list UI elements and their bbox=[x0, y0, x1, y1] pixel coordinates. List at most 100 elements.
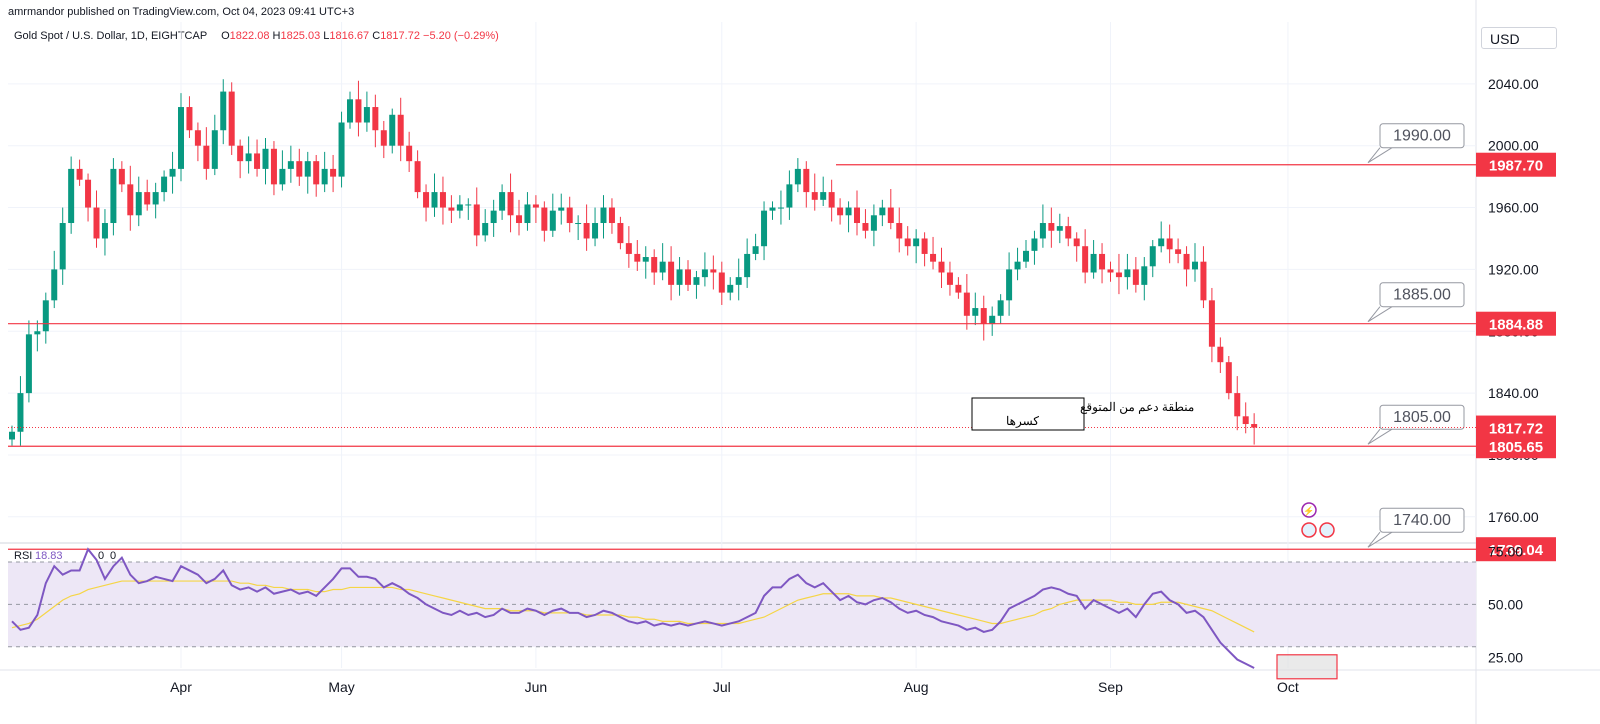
candle-body bbox=[220, 91, 227, 131]
rsi-band bbox=[8, 561, 1476, 647]
rsi-tick-label: 50.00 bbox=[1488, 596, 1523, 612]
candle-body bbox=[989, 315, 996, 324]
candle-body bbox=[448, 207, 455, 211]
candle-body bbox=[347, 99, 353, 123]
candle-body bbox=[963, 292, 970, 316]
candle-body bbox=[1014, 261, 1021, 270]
change-value: −5.20 (−0.29%) bbox=[423, 30, 499, 42]
time-tick-label: Apr bbox=[170, 679, 192, 695]
candle-body bbox=[685, 269, 691, 285]
open-label: O bbox=[221, 30, 230, 42]
close-label: C bbox=[372, 30, 381, 42]
callout-pointer bbox=[1367, 306, 1393, 323]
candle-body bbox=[237, 145, 244, 162]
candle-body bbox=[651, 257, 658, 273]
candle-body bbox=[558, 207, 565, 211]
candle-body bbox=[786, 184, 793, 208]
candle-body bbox=[1192, 261, 1198, 270]
candle-body bbox=[1065, 226, 1072, 239]
candle-body bbox=[17, 393, 24, 432]
candle-body bbox=[1031, 238, 1038, 251]
economic-event-icon[interactable] bbox=[1319, 522, 1335, 538]
candle-body bbox=[938, 261, 945, 273]
candle-body bbox=[1023, 250, 1029, 262]
candle-body bbox=[930, 253, 937, 262]
candle-body bbox=[1056, 226, 1063, 231]
candle-body bbox=[575, 223, 582, 225]
candle-body bbox=[625, 243, 632, 254]
time-tick-label: Jun bbox=[525, 679, 548, 695]
candle-body bbox=[355, 99, 362, 123]
candle-body bbox=[304, 161, 311, 177]
candle-body bbox=[178, 107, 184, 169]
candle-body bbox=[254, 153, 261, 169]
candle-body bbox=[1099, 253, 1106, 270]
candle-body bbox=[946, 272, 953, 285]
candle-body bbox=[85, 179, 92, 208]
candle-body bbox=[431, 192, 438, 208]
callout-pointer bbox=[1367, 428, 1393, 445]
candle-body bbox=[338, 122, 345, 177]
candle-body bbox=[549, 210, 556, 231]
candle-body bbox=[118, 168, 125, 185]
candle-body bbox=[752, 246, 759, 254]
candle-body bbox=[1048, 223, 1055, 231]
callout-box bbox=[1379, 507, 1465, 533]
price-tick-label: 1920.00 bbox=[1488, 261, 1539, 277]
candle-body bbox=[152, 192, 159, 205]
candle-body bbox=[777, 207, 784, 209]
candle-body bbox=[93, 207, 100, 239]
candle-body bbox=[110, 168, 117, 224]
candle-body bbox=[955, 284, 962, 293]
price-axis-level-label: 1987.70 bbox=[1489, 158, 1543, 175]
candle-body bbox=[1132, 269, 1139, 285]
candle-body bbox=[490, 210, 497, 224]
candle-body bbox=[676, 269, 683, 285]
candle-body bbox=[837, 207, 844, 216]
candle-body bbox=[439, 192, 446, 208]
rsi-ma-legend-value: 0 bbox=[110, 550, 116, 562]
candle-body bbox=[135, 192, 142, 216]
annotation-text: كسرها bbox=[1006, 414, 1039, 428]
candle-body bbox=[1217, 346, 1224, 363]
candle-body bbox=[321, 168, 328, 185]
candle-body bbox=[887, 207, 894, 224]
candle-body bbox=[608, 207, 615, 224]
candle-body bbox=[913, 238, 920, 247]
candle-body bbox=[1124, 269, 1131, 278]
high-value: 1825.03 bbox=[280, 30, 321, 42]
currency-select[interactable]: USD bbox=[1481, 27, 1557, 49]
callout-label: 1885.00 bbox=[1393, 287, 1451, 304]
rsi-ma-legend-label: 0 bbox=[98, 550, 104, 562]
candle-body bbox=[1149, 246, 1156, 267]
open-value: 1822.08 bbox=[229, 30, 270, 42]
candle-body bbox=[1251, 424, 1258, 428]
candle-body bbox=[811, 192, 818, 200]
candle-body bbox=[727, 284, 734, 293]
candle-body bbox=[921, 238, 928, 254]
candle-body bbox=[482, 223, 489, 236]
candle-body bbox=[1082, 246, 1089, 273]
last-price-label: 1817.72 bbox=[1489, 421, 1543, 438]
candle-body bbox=[1073, 238, 1080, 247]
candle-body bbox=[262, 148, 269, 169]
candle-body bbox=[186, 107, 193, 131]
candle-body bbox=[270, 148, 277, 185]
dividend-event-icon[interactable] bbox=[1301, 502, 1317, 518]
candle-body bbox=[380, 130, 387, 146]
candle-body bbox=[127, 184, 134, 216]
candle-body bbox=[1200, 261, 1207, 301]
candle-body bbox=[330, 168, 337, 177]
callout-box bbox=[1379, 282, 1465, 308]
candle-body bbox=[583, 223, 590, 239]
callout-box bbox=[1379, 123, 1465, 149]
candle-body bbox=[659, 261, 666, 273]
candle-body bbox=[42, 300, 49, 332]
candle-body bbox=[592, 223, 599, 239]
callout-box bbox=[1379, 404, 1465, 430]
candle-body bbox=[744, 253, 751, 278]
economic-event-icon[interactable] bbox=[1301, 522, 1317, 538]
price-axis-level-label: 1805.65 bbox=[1489, 439, 1543, 456]
candle-body bbox=[499, 192, 506, 211]
